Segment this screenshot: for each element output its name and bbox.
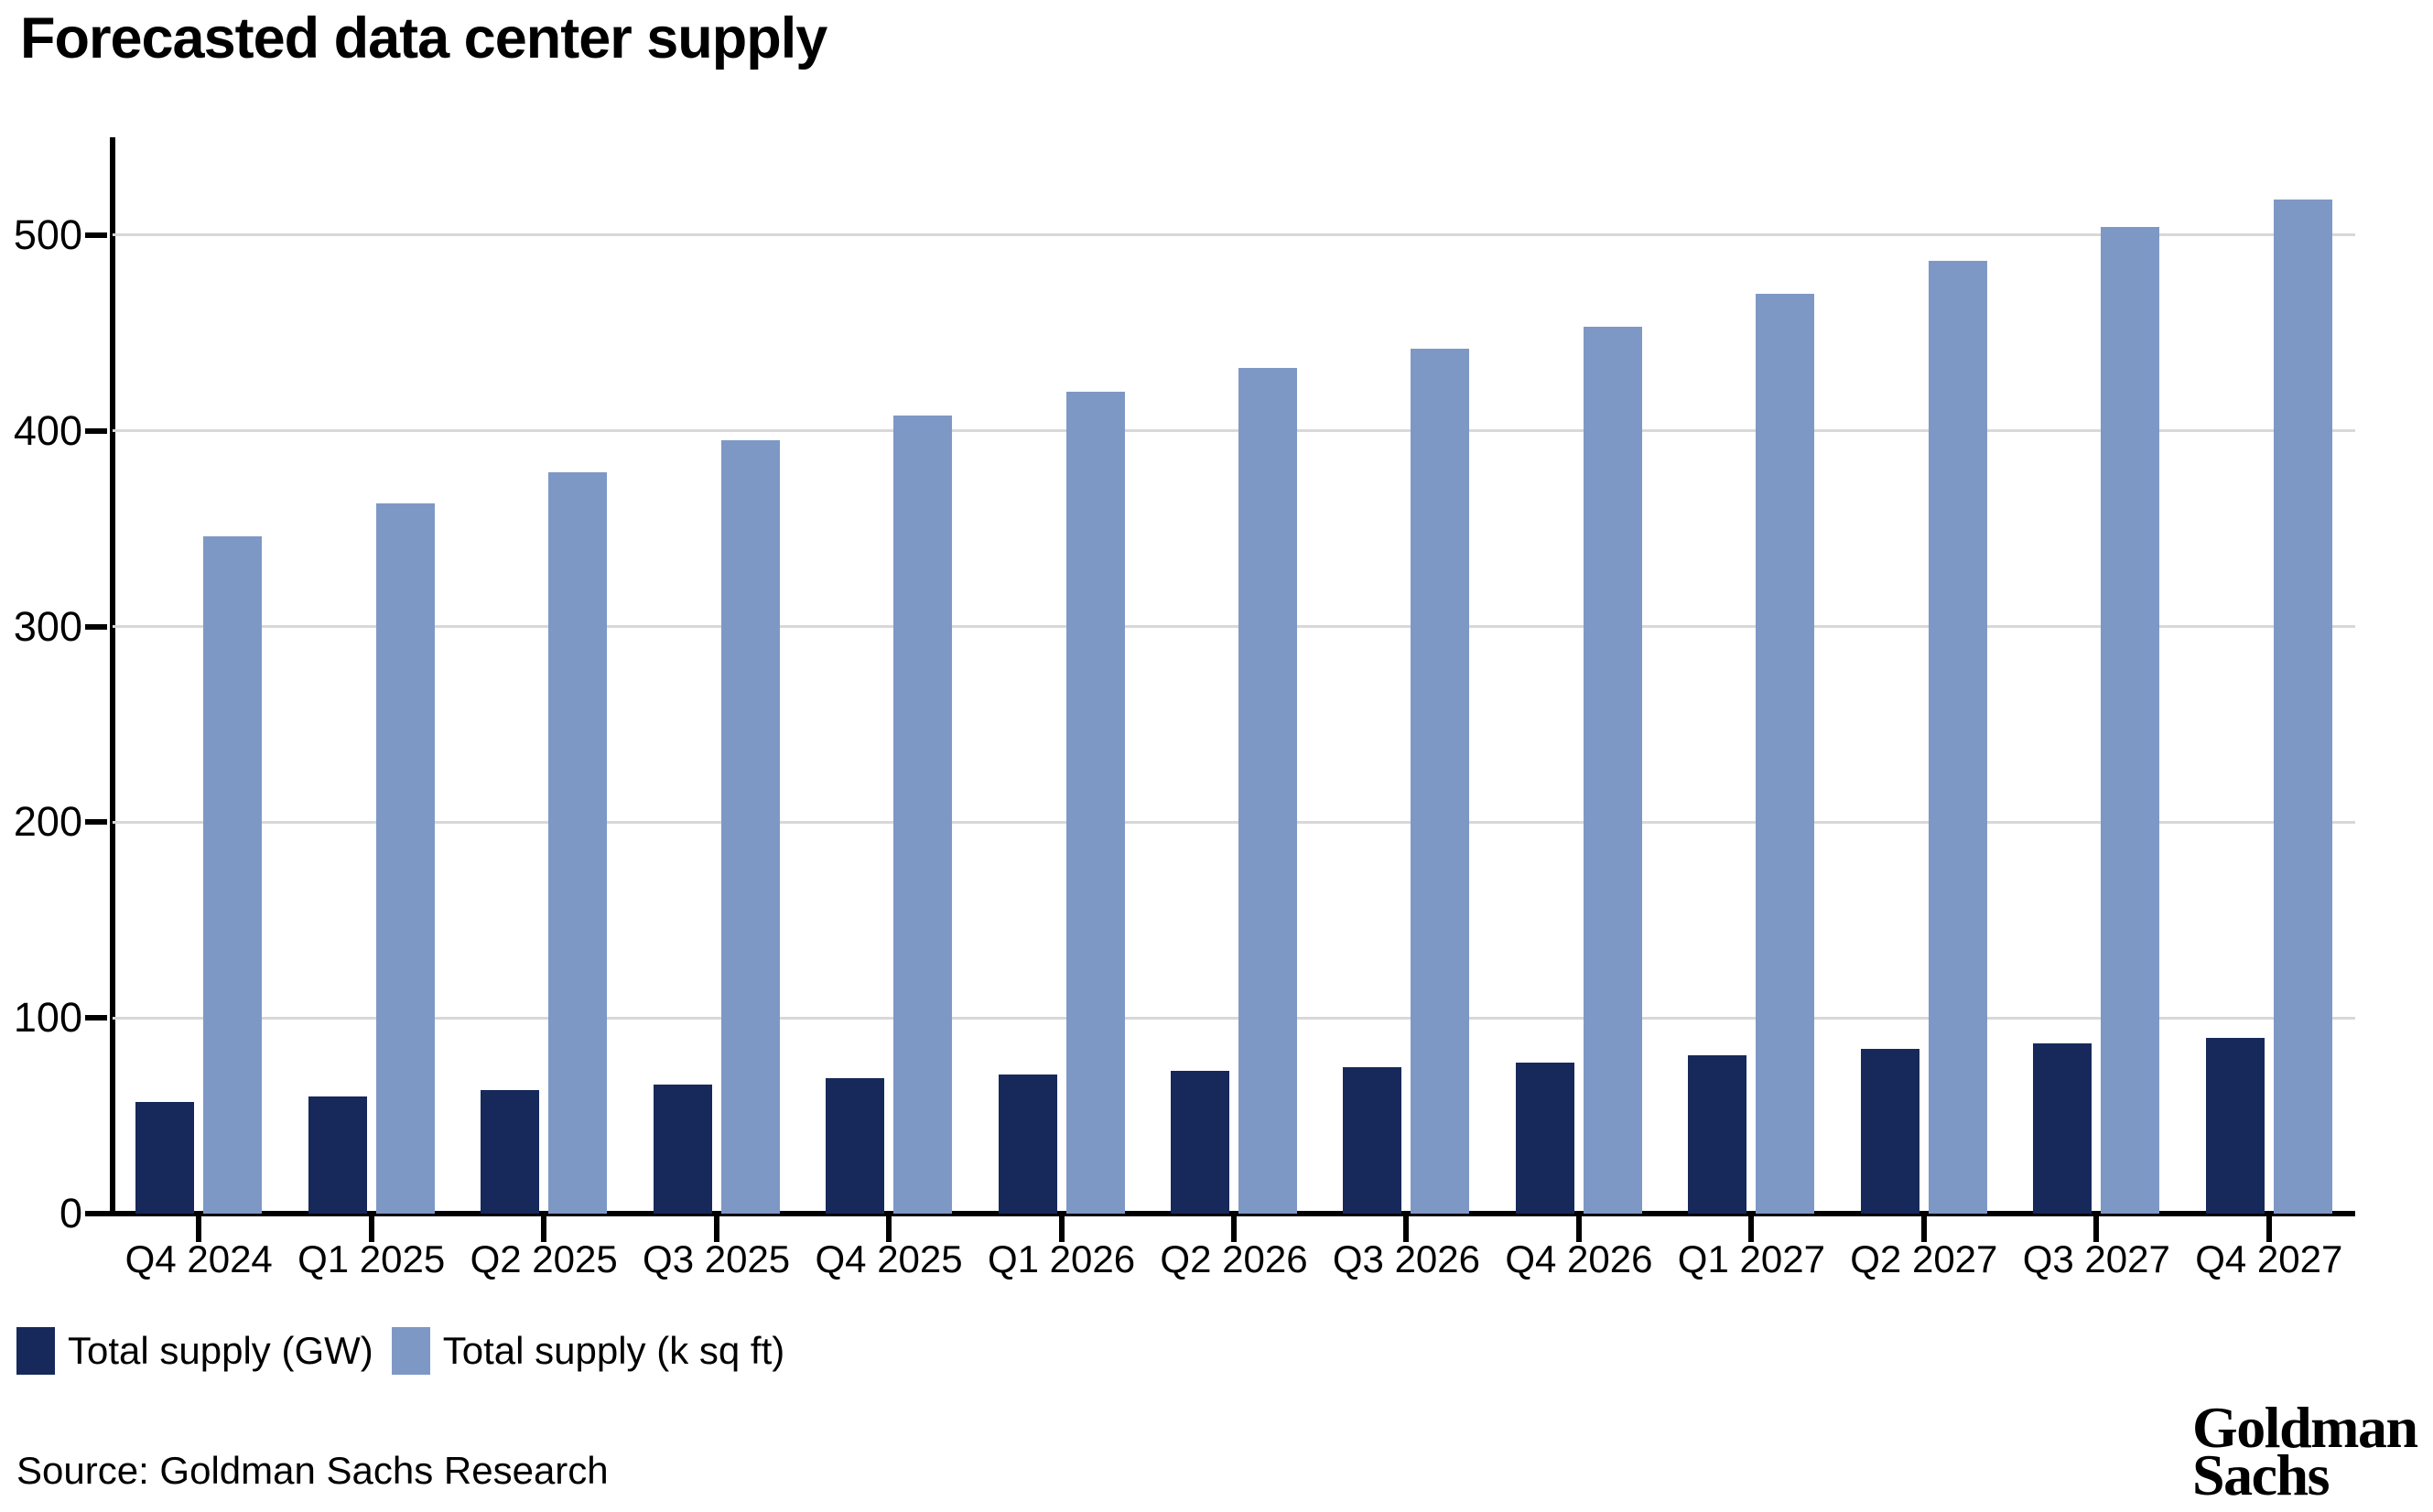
bar-gw-q2-2025 (481, 1090, 540, 1214)
bar-ksqft-q4-2026 (1583, 327, 1642, 1214)
x-tick-q1-2025 (368, 1216, 374, 1242)
logo-line-2: Sachs (2192, 1442, 2330, 1507)
y-axis-line (110, 137, 115, 1216)
x-tick-q1-2027 (1748, 1216, 1755, 1242)
bar-ksqft-q2-2027 (1928, 260, 1987, 1214)
bar-gw-q2-2026 (1171, 1070, 1229, 1214)
x-tick-label-q2-2027: Q2 2027 (1850, 1237, 1998, 1280)
y-tick-0 (85, 1211, 107, 1216)
gridline-500 (113, 233, 2355, 237)
y-tick-400 (85, 427, 107, 434)
y-tick-label-0: 0 (59, 1190, 82, 1237)
gridline-200 (113, 820, 2355, 824)
x-tick-q4-2024 (196, 1216, 202, 1242)
bar-ksqft-q1-2027 (1756, 294, 1815, 1214)
x-tick-label-q4-2025: Q4 2025 (815, 1237, 963, 1280)
y-tick-label-200: 200 (13, 798, 82, 846)
bar-gw-q1-2026 (998, 1075, 1057, 1214)
x-tick-label-q3-2027: Q3 2027 (2022, 1237, 2170, 1280)
x-tick-q3-2026 (1403, 1216, 1410, 1242)
legend: Total supply (GW) Total supply (k sq ft) (16, 1327, 784, 1375)
bar-ksqft-q3-2026 (1411, 348, 1470, 1214)
source-text: Source: Goldman Sachs Research (16, 1449, 609, 1492)
x-tick-q2-2027 (1920, 1216, 1927, 1242)
bar-gw-q4-2027 (2205, 1037, 2265, 1214)
x-tick-q3-2025 (713, 1216, 719, 1242)
x-tick-q2-2026 (1231, 1216, 1237, 1242)
bar-ksqft-q1-2026 (1065, 391, 1125, 1214)
x-axis-line (98, 1211, 2355, 1216)
x-tick-label-q1-2026: Q1 2026 (987, 1237, 1136, 1280)
x-tick-q4-2027 (2265, 1216, 2272, 1242)
bar-gw-q4-2026 (1515, 1063, 1574, 1214)
y-tick-300 (85, 623, 107, 630)
x-tick-label-q4-2024: Q4 2024 (124, 1237, 273, 1280)
legend-swatch-gw (16, 1327, 55, 1375)
x-tick-label-q2-2025: Q2 2025 (470, 1237, 618, 1280)
x-tick-label-q1-2027: Q1 2027 (1677, 1237, 1825, 1280)
y-tick-label-400: 400 (13, 406, 82, 454)
bar-gw-q1-2027 (1688, 1054, 1747, 1214)
x-tick-label-q2-2026: Q2 2026 (1160, 1237, 1308, 1280)
y-tick-200 (85, 819, 107, 826)
x-tick-q4-2025 (886, 1216, 892, 1242)
y-tick-label-500: 500 (13, 211, 82, 258)
chart-title: Forecasted data center supply (20, 6, 827, 70)
x-tick-q1-2026 (1058, 1216, 1065, 1242)
bar-ksqft-q3-2027 (2101, 227, 2160, 1214)
legend-swatch-ksqft (391, 1327, 430, 1375)
x-tick-q2-2025 (541, 1216, 547, 1242)
x-tick-label-q3-2026: Q3 2026 (1332, 1237, 1481, 1280)
x-tick-label-q3-2025: Q3 2025 (643, 1237, 791, 1280)
bar-gw-q1-2025 (308, 1096, 367, 1214)
bar-gw-q3-2026 (1343, 1066, 1402, 1214)
bar-ksqft-q4-2027 (2273, 200, 2332, 1214)
legend-entry-ksqft: Total supply (k sq ft) (391, 1327, 785, 1375)
y-tick-500 (85, 232, 107, 238)
legend-label-gw: Total supply (GW) (68, 1329, 373, 1372)
bar-gw-q3-2027 (2033, 1042, 2092, 1214)
gridline-100 (113, 1016, 2355, 1020)
bar-gw-q3-2025 (653, 1084, 712, 1214)
bar-ksqft-q3-2025 (720, 440, 780, 1214)
bar-ksqft-q2-2025 (548, 471, 608, 1214)
legend-entry-gw: Total supply (GW) (16, 1327, 373, 1375)
x-tick-label-q1-2025: Q1 2025 (297, 1237, 446, 1280)
bar-gw-q4-2024 (135, 1102, 195, 1214)
x-tick-label-q4-2027: Q4 2027 (2195, 1237, 2343, 1280)
bar-ksqft-q4-2024 (203, 536, 263, 1214)
gridline-300 (113, 625, 2355, 629)
x-tick-label-q4-2026: Q4 2026 (1505, 1237, 1653, 1280)
y-tick-label-300: 300 (13, 602, 82, 650)
gridline-400 (113, 429, 2355, 433)
bar-ksqft-q4-2025 (893, 415, 953, 1214)
goldman-sachs-logo: Goldman Sachs (2192, 1395, 2418, 1507)
legend-label-ksqft: Total supply (k sq ft) (442, 1329, 785, 1372)
bar-gw-q2-2027 (1860, 1049, 1919, 1214)
bar-ksqft-q2-2026 (1238, 368, 1297, 1214)
x-tick-q3-2027 (2093, 1216, 2100, 1242)
bar-gw-q4-2025 (826, 1078, 885, 1214)
bar-ksqft-q1-2025 (375, 502, 435, 1214)
y-tick-100 (85, 1015, 107, 1021)
x-tick-q4-2026 (1575, 1216, 1582, 1242)
logo-line-1: Goldman (2192, 1395, 2418, 1460)
y-tick-label-100: 100 (13, 994, 82, 1042)
plot-area: 0 100 200 300 400 500 Q4 2024 Q1 2025 Q2 2025 Q3 … (14, 137, 2355, 1280)
